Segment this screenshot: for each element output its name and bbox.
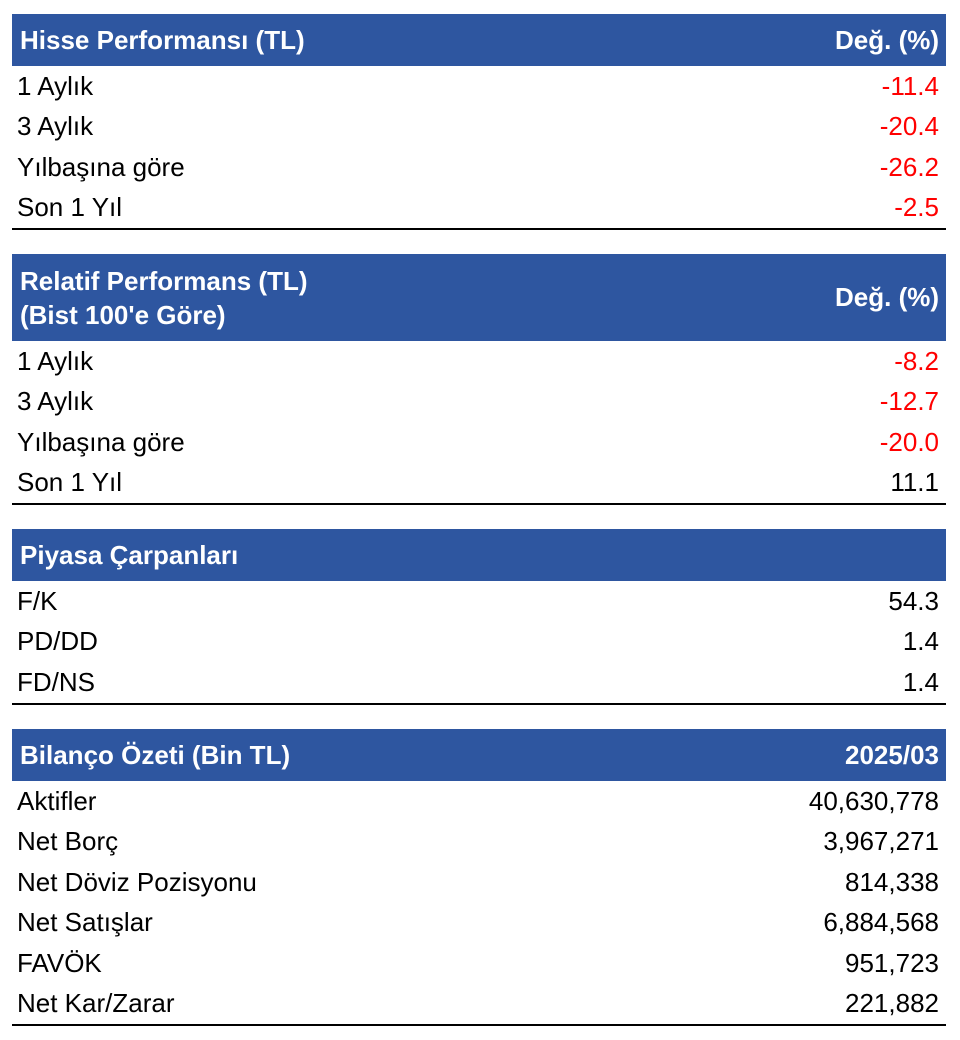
- row-value: 1.4: [902, 626, 939, 657]
- row-label: Son 1 Yıl: [17, 192, 123, 223]
- table-row: Yılbaşına göre -20.0: [12, 422, 946, 463]
- row-label: Net Kar/Zarar: [17, 988, 175, 1019]
- row-value: -12.7: [879, 386, 939, 417]
- bilanco-ozeti-title: Bilanço Özeti (Bin TL): [20, 739, 291, 770]
- piyasa-carpanlari-table: Piyasa Çarpanları F/K 54.3 PD/DD 1.4 FD/…: [12, 529, 946, 705]
- hisse-performans-col-header: Değ. (%): [835, 24, 939, 55]
- row-label: Son 1 Yıl: [17, 467, 123, 498]
- row-value: 221,882: [845, 988, 939, 1019]
- row-label: Yılbaşına göre: [17, 151, 185, 182]
- piyasa-carpanlari-title: Piyasa Çarpanları: [20, 539, 239, 570]
- table-row: Aktifler 40,630,778: [12, 781, 946, 822]
- row-value: -8.2: [894, 345, 939, 376]
- table-row: FD/NS 1.4: [12, 662, 946, 703]
- bilanco-ozeti-rows: Aktifler 40,630,778 Net Borç 3,967,271 N…: [12, 781, 946, 1026]
- row-label: PD/DD: [17, 626, 98, 657]
- row-label: 1 Aylık: [17, 345, 94, 376]
- row-value: 951,723: [845, 947, 939, 978]
- piyasa-carpanlari-header: Piyasa Çarpanları: [12, 529, 946, 581]
- row-label: F/K: [17, 585, 58, 616]
- row-label: FAVÖK: [17, 947, 102, 978]
- table-row: Net Kar/Zarar 221,882: [12, 984, 946, 1025]
- bilanco-ozeti-col-header: 2025/03: [845, 739, 939, 770]
- table-row: Net Satışlar 6,884,568: [12, 903, 946, 944]
- bilanco-ozeti-header: Bilanço Özeti (Bin TL) 2025/03: [12, 729, 946, 781]
- row-value: 11.1: [890, 467, 939, 498]
- hisse-performans-header: Hisse Performansı (TL) Değ. (%): [12, 14, 946, 66]
- row-value: -26.2: [879, 151, 939, 182]
- relatif-performans-rows: 1 Aylık -8.2 3 Aylık -12.7 Yılbaşına gör…: [12, 341, 946, 505]
- table-row: Son 1 Yıl -2.5: [12, 188, 946, 229]
- row-value: 40,630,778: [808, 785, 939, 816]
- row-value: 54.3: [888, 585, 939, 616]
- row-label: Yılbaşına göre: [17, 426, 185, 457]
- relatif-performans-title: Relatif Performans (TL) (Bist 100'e Göre…: [20, 264, 308, 332]
- relatif-performans-title-line1: Relatif Performans (TL): [20, 265, 308, 296]
- relatif-performans-title-line2: (Bist 100'e Göre): [20, 299, 226, 330]
- piyasa-carpanlari-rows: F/K 54.3 PD/DD 1.4 FD/NS 1.4: [12, 581, 946, 705]
- hisse-performans-rows: 1 Aylık -11.4 3 Aylık -20.4 Yılbaşına gö…: [12, 66, 946, 230]
- bilanco-ozeti-table: Bilanço Özeti (Bin TL) 2025/03 Aktifler …: [12, 729, 946, 1026]
- row-value: -20.4: [879, 111, 939, 142]
- relatif-performans-col-header: Değ. (%): [835, 282, 939, 312]
- row-value: 6,884,568: [823, 907, 939, 938]
- row-label: Net Satışlar: [17, 907, 153, 938]
- row-value: -11.4: [881, 70, 939, 101]
- table-row: Yılbaşına göre -26.2: [12, 147, 946, 188]
- row-label: Net Borç: [17, 826, 119, 857]
- table-row: F/K 54.3: [12, 581, 946, 622]
- row-value: 3,967,271: [823, 826, 939, 857]
- hisse-performans-table: Hisse Performansı (TL) Değ. (%) 1 Aylık …: [12, 14, 946, 230]
- table-row: FAVÖK 951,723: [12, 943, 946, 984]
- table-row: 3 Aylık -20.4: [12, 107, 946, 148]
- row-label: Aktifler: [17, 785, 97, 816]
- row-value: 814,338: [845, 866, 939, 897]
- table-row: 3 Aylık -12.7: [12, 382, 946, 423]
- row-label: Net Döviz Pozisyonu: [17, 866, 257, 897]
- table-row: 1 Aylık -8.2: [12, 341, 946, 382]
- table-row: PD/DD 1.4: [12, 622, 946, 663]
- table-row: Son 1 Yıl 11.1: [12, 463, 946, 504]
- table-row: 1 Aylık -11.4: [12, 66, 946, 107]
- row-label: 1 Aylık: [17, 70, 94, 101]
- row-label: 3 Aylık: [17, 111, 94, 142]
- row-value: -2.5: [894, 192, 939, 223]
- table-row: Net Döviz Pozisyonu 814,338: [12, 862, 946, 903]
- relatif-performans-table: Relatif Performans (TL) (Bist 100'e Göre…: [12, 254, 946, 505]
- hisse-performans-title: Hisse Performansı (TL): [20, 24, 305, 55]
- row-value: 1.4: [902, 666, 939, 697]
- table-row: Net Borç 3,967,271: [12, 822, 946, 863]
- row-value: -20.0: [879, 426, 939, 457]
- row-label: 3 Aylık: [17, 386, 94, 417]
- relatif-performans-header: Relatif Performans (TL) (Bist 100'e Göre…: [12, 254, 946, 341]
- row-label: FD/NS: [17, 666, 95, 697]
